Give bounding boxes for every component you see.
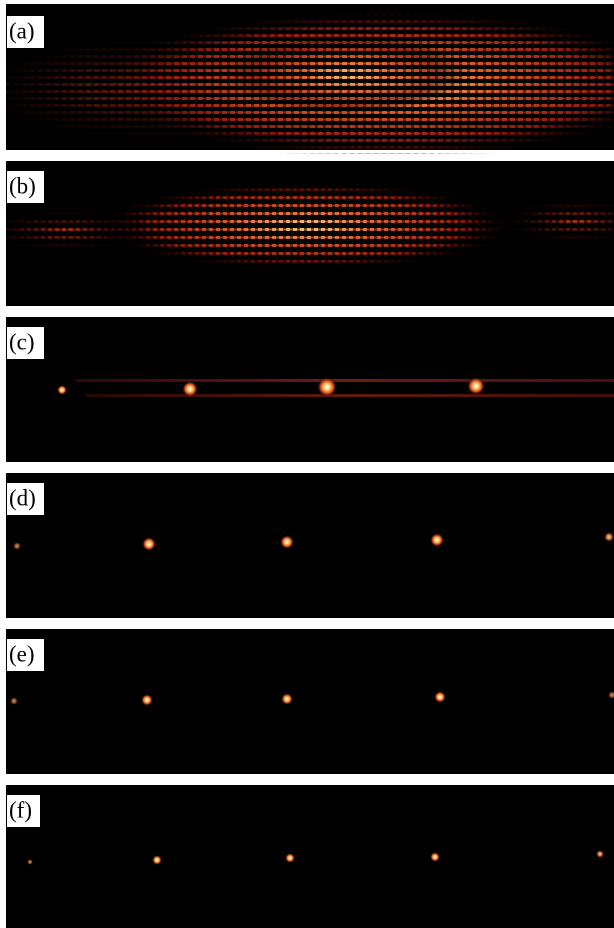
panel-f (6, 785, 614, 928)
panel-d (6, 473, 614, 618)
panel-a (0, 4, 614, 159)
panel-b (0, 161, 614, 306)
panel-label: (d) (9, 485, 36, 510)
label-box (7, 327, 44, 359)
label-box (7, 639, 44, 671)
labels: (a) (b) (c) (d) (e) (f) (7, 16, 44, 827)
panel-label: (f) (9, 797, 32, 822)
panel-c (6, 317, 614, 462)
panel-e (6, 629, 614, 774)
label-box (7, 795, 40, 827)
label-box (7, 16, 44, 48)
panel-label: (b) (9, 173, 36, 198)
label-box (7, 171, 44, 203)
panel-label: (a) (9, 18, 35, 43)
label-box (7, 483, 44, 515)
panel-label: (e) (9, 641, 35, 666)
panel-label: (c) (9, 329, 35, 354)
